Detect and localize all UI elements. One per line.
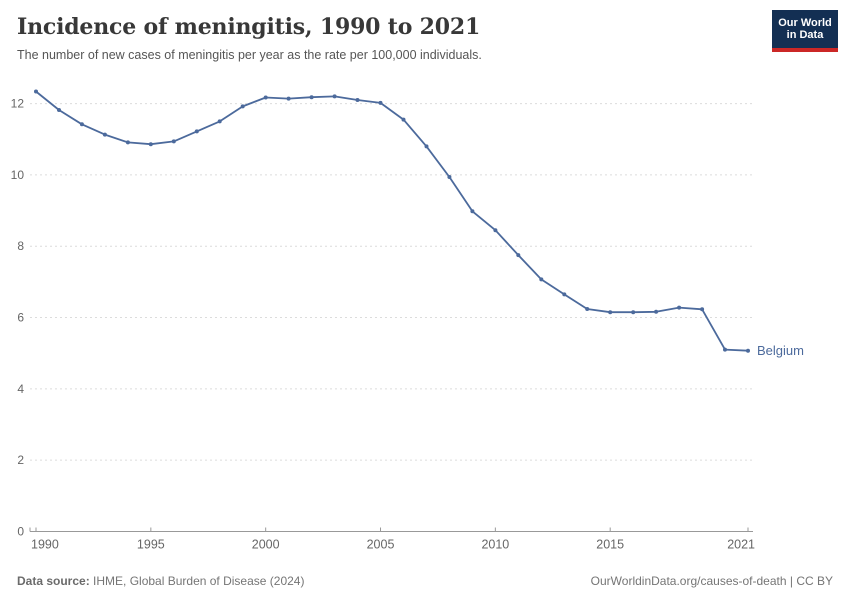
data-source-value: IHME, Global Burden of Disease (2024) [89,574,305,588]
chart-header: Incidence of meningitis, 1990 to 2021 Th… [17,14,757,62]
data-point-2008[interactable] [447,175,452,179]
y-axis-tick-label: 8 [17,239,24,253]
y-axis-tick-label: 12 [11,97,25,111]
owid-logo-red-bar [772,48,838,52]
owid-logo-box: Our World in Data [772,10,838,48]
y-axis-tick-label: 0 [17,525,24,539]
data-source-note: Data source: IHME, Global Burden of Dise… [17,574,304,588]
data-point-2016[interactable] [631,310,636,315]
y-axis-tick-label: 4 [17,382,24,396]
data-point-1991[interactable] [57,108,61,112]
data-point-2011[interactable] [516,253,521,258]
belgium-line[interactable] [35,90,749,352]
data-point-2009[interactable] [470,209,475,214]
page-title: Incidence of meningitis, 1990 to 2021 [17,14,481,40]
y-axis-tick-label: 10 [11,168,25,182]
x-axis-tick-label: 2000 [252,538,280,552]
data-source-label: Data source: [17,574,90,588]
owid-logo[interactable]: Our World in Data [772,10,838,52]
x-axis-tick-label: 2021 [727,538,755,552]
data-point-1996[interactable] [171,139,176,144]
data-point-2018[interactable] [677,305,682,310]
data-point-1990[interactable] [34,89,38,94]
data-point-2005[interactable] [378,100,383,105]
x-axis-tick-label: 2005 [367,538,395,552]
data-point-2001[interactable] [286,96,291,101]
data-point-1995[interactable] [148,142,153,147]
data-point-2004[interactable] [355,98,360,102]
data-point-2007[interactable] [424,144,429,149]
data-point-2003[interactable] [332,94,337,99]
series-label-belgium[interactable]: Belgium [757,343,804,358]
data-point-2000[interactable] [263,95,268,100]
data-point-2020[interactable] [723,347,727,352]
data-point-2002[interactable] [309,95,314,100]
data-point-2006[interactable] [401,117,406,122]
data-point-2014[interactable] [585,307,590,311]
data-point-2019[interactable] [700,307,705,312]
y-axis-tick-label: 2 [17,453,24,467]
owid-license-link[interactable]: OurWorldinData.org/causes-of-death | CC … [590,574,833,588]
data-point-1994[interactable] [125,140,130,145]
x-axis-tick-label: 2010 [481,538,509,552]
x-axis-tick-label: 1990 [31,538,59,552]
chart-footer: Data source: IHME, Global Burden of Dise… [17,574,833,588]
data-point-2021[interactable] [746,348,750,353]
data-point-1998[interactable] [217,119,222,124]
owid-logo-line1: Our World [778,16,832,29]
data-point-1997[interactable] [194,129,199,134]
data-point-2010[interactable] [493,228,498,233]
data-point-2013[interactable] [562,292,567,297]
x-axis-tick-label: 1995 [137,538,165,552]
chart-subtitle: The number of new cases of meningitis pe… [17,48,482,62]
x-axis-tick-label: 2015 [596,538,624,552]
owid-logo-line2: in Data [786,29,824,41]
y-axis-tick-label: 6 [17,311,24,325]
data-point-2015[interactable] [608,310,613,315]
data-point-1999[interactable] [240,104,245,109]
data-point-1992[interactable] [79,122,84,127]
data-point-1993[interactable] [102,132,107,137]
data-point-2012[interactable] [539,277,544,282]
data-point-2017[interactable] [654,309,659,314]
